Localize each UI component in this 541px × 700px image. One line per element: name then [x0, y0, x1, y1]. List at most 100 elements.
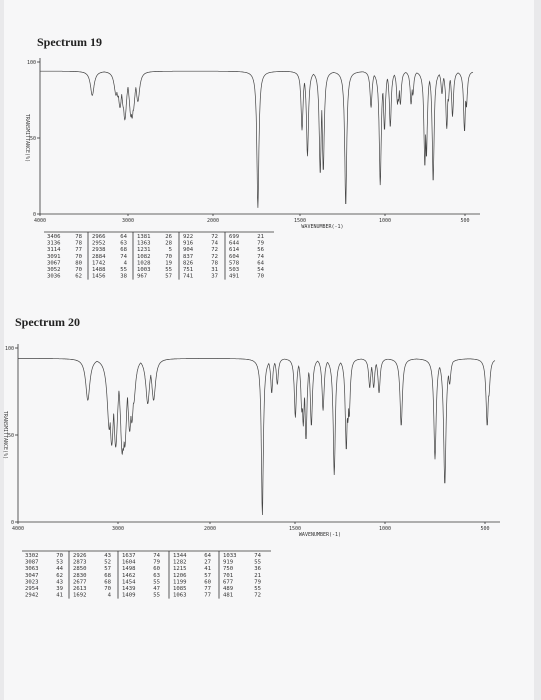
- peak-transmittance: 52: [104, 560, 111, 566]
- x-tick-label: 1000: [379, 526, 391, 532]
- peak-transmittance: 62: [56, 573, 63, 579]
- peak-transmittance: 62: [75, 274, 82, 280]
- peak-transmittance: 74: [211, 241, 218, 247]
- peak-transmittance: 64: [257, 260, 264, 266]
- x-axis-label: WAVENUMBER(-1): [301, 224, 343, 230]
- peak-wavenumber: 3047: [25, 573, 38, 579]
- x-tick-label: 1500: [294, 218, 306, 224]
- y-tick-label: 0: [33, 212, 36, 218]
- peak-transmittance: 41: [56, 593, 63, 599]
- peak-wavenumber: 1363: [137, 241, 150, 247]
- peak-wavenumber: 3087: [25, 560, 38, 566]
- peak-transmittance: 79: [153, 560, 160, 566]
- peak-transmittance: 72: [211, 234, 218, 240]
- peak-transmittance: 39: [56, 586, 63, 592]
- y-tick-label: 50: [8, 433, 14, 439]
- y-axis-label: TRANSMITTANCE(%): [2, 411, 8, 459]
- peak-wavenumber: 750: [223, 566, 233, 572]
- peak-transmittance: 70: [75, 254, 82, 260]
- peak-transmittance: 80: [75, 260, 82, 266]
- peak-transmittance: 43: [56, 579, 63, 585]
- peak-transmittance: 70: [56, 553, 63, 559]
- peak-transmittance: 70: [104, 586, 111, 592]
- peak-wavenumber: 1344: [173, 553, 187, 559]
- peak-transmittance: 57: [204, 573, 211, 579]
- peak-transmittance: 19: [165, 260, 172, 266]
- peak-transmittance: 70: [75, 267, 82, 273]
- peak-wavenumber: 2873: [73, 560, 86, 566]
- peak-wavenumber: 2942: [25, 593, 38, 599]
- paper: [4, 0, 534, 700]
- x-tick-label: 1000: [379, 218, 391, 224]
- peak-wavenumber: 3067: [47, 260, 60, 266]
- peak-transmittance: 72: [211, 247, 218, 253]
- peak-wavenumber: 2938: [92, 247, 106, 253]
- peak-transmittance: 79: [254, 579, 261, 585]
- peak-wavenumber: 826: [183, 260, 193, 266]
- peak-transmittance: 63: [120, 241, 127, 247]
- spectrum-title: Spectrum 19: [37, 35, 102, 49]
- peak-wavenumber: 1692: [73, 593, 86, 599]
- peak-wavenumber: 1085: [173, 586, 186, 592]
- peak-transmittance: 4: [108, 593, 112, 599]
- peak-transmittance: 31: [211, 267, 218, 273]
- x-axis-label: WAVENUMBER(-1): [299, 532, 341, 538]
- spectrum-trace: [40, 70, 474, 208]
- peak-transmittance: 57: [104, 566, 111, 572]
- peak-wavenumber: 1003: [137, 267, 150, 273]
- peak-wavenumber: 614: [229, 247, 240, 253]
- peak-transmittance: 77: [204, 593, 211, 599]
- y-tick-label: 0: [11, 520, 14, 526]
- peak-transmittance: 72: [211, 254, 218, 260]
- x-tick-label: 2000: [207, 218, 219, 224]
- spectrum-title: Spectrum 20: [15, 315, 80, 329]
- peak-wavenumber: 837: [183, 254, 193, 260]
- peak-wavenumber: 922: [183, 234, 193, 240]
- peak-wavenumber: 1439: [122, 586, 135, 592]
- peak-transmittance: 44: [56, 566, 63, 572]
- peak-transmittance: 38: [120, 274, 127, 280]
- peak-wavenumber: 2926: [73, 553, 86, 559]
- peak-wavenumber: 1206: [173, 573, 186, 579]
- peak-wavenumber: 1028: [137, 260, 151, 266]
- peak-transmittance: 55: [153, 593, 160, 599]
- peak-transmittance: 4: [124, 260, 128, 266]
- peak-transmittance: 55: [254, 586, 261, 592]
- peak-wavenumber: 2677: [73, 579, 86, 585]
- peak-transmittance: 77: [75, 247, 82, 253]
- peak-transmittance: 55: [153, 579, 160, 585]
- peak-wavenumber: 1231: [137, 247, 150, 253]
- x-tick-label: 4000: [12, 526, 24, 532]
- x-tick-label: 1500: [289, 526, 301, 532]
- peak-wavenumber: 481: [223, 593, 233, 599]
- peak-wavenumber: 489: [223, 586, 233, 592]
- x-tick-label: 500: [480, 526, 489, 532]
- peak-wavenumber: 1082: [137, 254, 150, 260]
- peak-wavenumber: 3036: [47, 274, 60, 280]
- peak-transmittance: 57: [165, 274, 172, 280]
- y-axis-label: TRANSMITTANCE(%): [24, 114, 30, 162]
- peak-transmittance: 74: [257, 254, 264, 260]
- peak-wavenumber: 2952: [92, 241, 105, 247]
- peak-transmittance: 78: [211, 260, 218, 266]
- peak-wavenumber: 2830: [73, 573, 86, 579]
- peak-transmittance: 55: [254, 560, 261, 566]
- peak-transmittance: 41: [204, 566, 211, 572]
- peak-transmittance: 27: [204, 560, 211, 566]
- peak-wavenumber: 3023: [25, 579, 38, 585]
- peak-transmittance: 55: [165, 267, 172, 273]
- y-tick-label: 100: [5, 346, 14, 352]
- peak-transmittance: 63: [153, 573, 160, 579]
- x-tick-label: 3000: [112, 526, 124, 532]
- peak-transmittance: 37: [211, 274, 218, 280]
- peak-transmittance: 64: [204, 553, 211, 559]
- peak-wavenumber: 2966: [92, 234, 105, 240]
- peak-transmittance: 54: [257, 267, 264, 273]
- peak-transmittance: 56: [257, 247, 264, 253]
- peak-wavenumber: 2850: [73, 566, 86, 572]
- peak-wavenumber: 1498: [122, 566, 136, 572]
- x-tick-label: 4000: [34, 218, 46, 224]
- peak-wavenumber: 3114: [47, 247, 61, 253]
- peak-wavenumber: 1063: [173, 593, 186, 599]
